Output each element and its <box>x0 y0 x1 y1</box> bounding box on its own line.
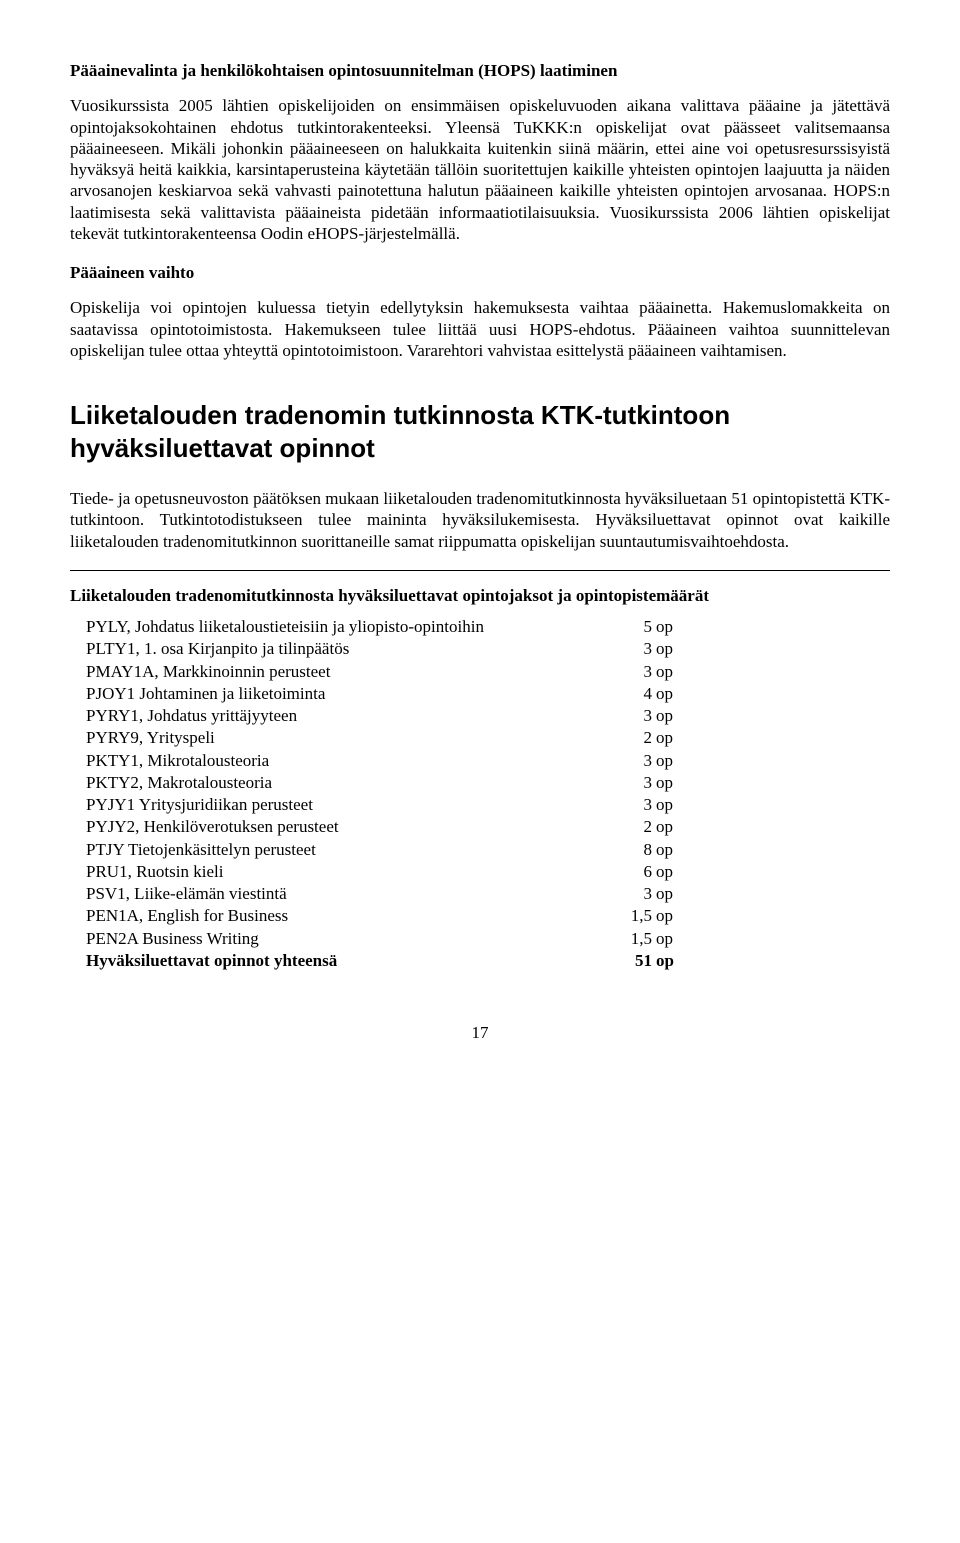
course-credits: 2 <box>612 816 656 838</box>
table-row: PTJY Tietojenkäsittelyn perusteet8op <box>86 839 692 861</box>
course-unit: op <box>656 928 692 950</box>
course-unit: op <box>656 683 692 705</box>
course-credits: 3 <box>612 705 656 727</box>
course-unit: op <box>656 616 692 638</box>
course-credits: 5 <box>612 616 656 638</box>
course-credits: 3 <box>612 794 656 816</box>
heading-opintojaksot: Liiketalouden tradenomitutkinnosta hyväk… <box>70 585 890 606</box>
course-credits: 3 <box>612 750 656 772</box>
course-name: PLTY1, 1. osa Kirjanpito ja tilinpäätös <box>86 638 612 660</box>
page-number: 17 <box>70 1022 890 1043</box>
course-name: PEN2A Business Writing <box>86 928 612 950</box>
course-unit: op <box>656 883 692 905</box>
course-unit: op <box>656 839 692 861</box>
paragraph-hops: Vuosikurssista 2005 lähtien opiskelijoid… <box>70 95 890 244</box>
course-name: PMAY1A, Markkinoinnin perusteet <box>86 661 612 683</box>
course-name: PYJY2, Henkilöverotuksen perusteet <box>86 816 612 838</box>
paragraph-vaihto: Opiskelija voi opintojen kuluessa tietyi… <box>70 297 890 361</box>
table-row: PRU1, Ruotsin kieli6op <box>86 861 692 883</box>
course-name: PSV1, Liike-elämän viestintä <box>86 883 612 905</box>
table-row: PSV1, Liike-elämän viestintä3op <box>86 883 692 905</box>
course-credits: 3 <box>612 772 656 794</box>
course-unit: op <box>656 905 692 927</box>
course-unit: op <box>656 705 692 727</box>
course-unit: op <box>656 727 692 749</box>
course-credits: 3 <box>612 883 656 905</box>
total-label: Hyväksiluettavat opinnot yhteensä <box>86 950 612 972</box>
heading-vaihto: Pääaineen vaihto <box>70 262 890 283</box>
total-unit: op <box>656 950 692 972</box>
course-name: PEN1A, English for Business <box>86 905 612 927</box>
table-row: PYJY1 Yritysjuridiikan perusteet3op <box>86 794 692 816</box>
heading-tradenomi: Liiketalouden tradenomin tutkinnosta KTK… <box>70 399 890 464</box>
course-name: PYLY, Johdatus liiketaloustieteisiin ja … <box>86 616 612 638</box>
course-credits: 2 <box>612 727 656 749</box>
table-row: PEN1A, English for Business1,5op <box>86 905 692 927</box>
table-row: PEN2A Business Writing1,5op <box>86 928 692 950</box>
table-row: PYRY9, Yrityspeli2op <box>86 727 692 749</box>
course-credits: 6 <box>612 861 656 883</box>
table-row: PYRY1, Johdatus yrittäjyyteen3op <box>86 705 692 727</box>
table-row: PMAY1A, Markkinoinnin perusteet3op <box>86 661 692 683</box>
table-row: PLTY1, 1. osa Kirjanpito ja tilinpäätös3… <box>86 638 692 660</box>
course-unit: op <box>656 794 692 816</box>
divider <box>70 570 890 571</box>
course-credits: 3 <box>612 638 656 660</box>
course-name: PKTY2, Makrotalousteoria <box>86 772 612 794</box>
paragraph-tradenomi: Tiede- ja opetusneuvoston päätöksen muka… <box>70 488 890 552</box>
course-unit: op <box>656 661 692 683</box>
course-credits: 4 <box>612 683 656 705</box>
course-name: PJOY1 Johtaminen ja liiketoiminta <box>86 683 612 705</box>
table-row: PKTY1, Mikrotalousteoria3op <box>86 750 692 772</box>
course-unit: op <box>656 861 692 883</box>
course-unit: op <box>656 638 692 660</box>
course-credits: 1,5 <box>612 905 656 927</box>
table-row: PKTY2, Makrotalousteoria3op <box>86 772 692 794</box>
course-name: PYRY9, Yrityspeli <box>86 727 612 749</box>
credits-table: PYLY, Johdatus liiketaloustieteisiin ja … <box>86 616 692 972</box>
course-credits: 3 <box>612 661 656 683</box>
course-unit: op <box>656 816 692 838</box>
course-unit: op <box>656 750 692 772</box>
total-credits: 51 <box>612 950 656 972</box>
table-row: PYJY2, Henkilöverotuksen perusteet2op <box>86 816 692 838</box>
heading-paaaine: Pääainevalinta ja henkilökohtaisen opint… <box>70 60 890 81</box>
course-name: PYJY1 Yritysjuridiikan perusteet <box>86 794 612 816</box>
course-credits: 8 <box>612 839 656 861</box>
course-name: PTJY Tietojenkäsittelyn perusteet <box>86 839 612 861</box>
table-row: PJOY1 Johtaminen ja liiketoiminta4op <box>86 683 692 705</box>
course-credits: 1,5 <box>612 928 656 950</box>
table-row: PYLY, Johdatus liiketaloustieteisiin ja … <box>86 616 692 638</box>
course-unit: op <box>656 772 692 794</box>
course-name: PYRY1, Johdatus yrittäjyyteen <box>86 705 612 727</box>
course-name: PKTY1, Mikrotalousteoria <box>86 750 612 772</box>
course-name: PRU1, Ruotsin kieli <box>86 861 612 883</box>
table-row-total: Hyväksiluettavat opinnot yhteensä51op <box>86 950 692 972</box>
